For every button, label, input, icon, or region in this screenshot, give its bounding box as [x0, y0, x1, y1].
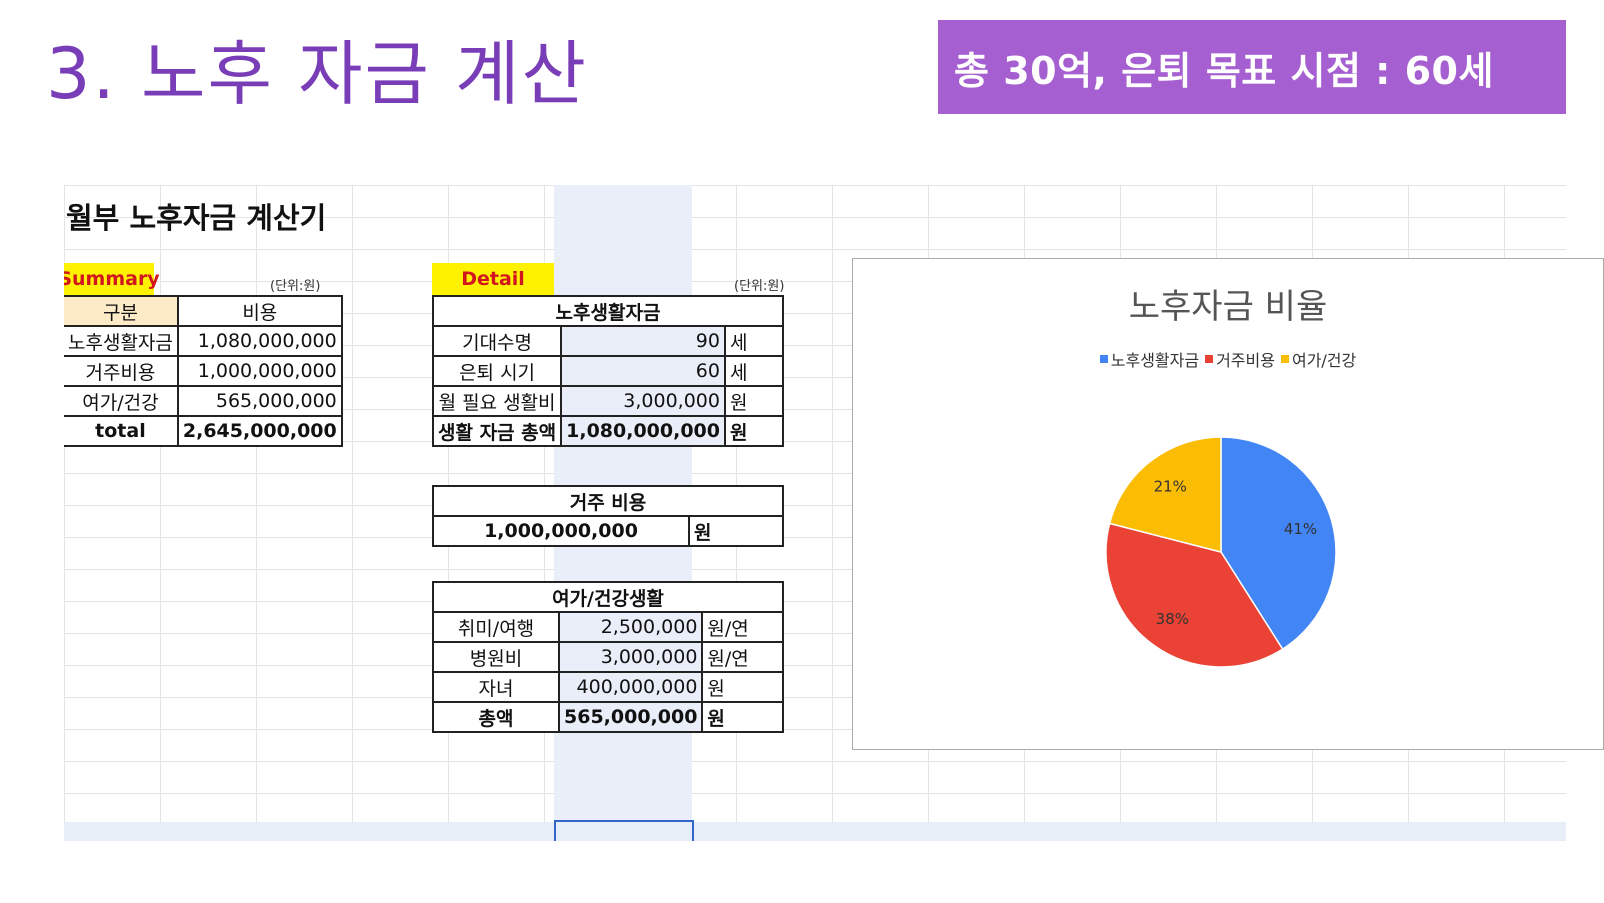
detail-unit: (단위:원) — [734, 279, 785, 294]
living-row-unit[interactable]: 세 — [723, 325, 785, 357]
table-row: 여가/건강생활 — [432, 581, 784, 613]
table-row: 여가/건강 565,000,000 — [64, 385, 343, 417]
leisure-row-name[interactable]: 병원비 — [432, 641, 560, 673]
summary-table: 구분 비용 노후생활자금 1,080,000,000 거주비용 1,000,00… — [64, 295, 343, 447]
living-row-value[interactable]: 90 — [560, 325, 726, 357]
living-row-value[interactable]: 60 — [560, 355, 726, 387]
leisure-row-unit[interactable]: 원 — [701, 671, 784, 703]
pie-chart: 41% 38% 21% — [1105, 436, 1337, 668]
leisure-total-name[interactable]: 총액 — [432, 701, 560, 733]
summary-total-value[interactable]: 2,645,000,000 — [176, 415, 343, 447]
table-row: 생활 자금 총액 1,080,000,000 원 — [431, 415, 785, 447]
summary-row-name[interactable]: 노후생활자금 — [64, 325, 179, 357]
sheet-title: 월부 노후자금 계산기 — [66, 201, 327, 235]
chart-legend: 노후생활자금 거주비용 여가/건강 — [853, 347, 1603, 371]
table-row: 구분 비용 — [64, 295, 343, 327]
pie-slice-3[interactable] — [1108, 436, 1222, 553]
table-row: 거주비용 1,000,000,000 — [64, 355, 343, 387]
summary-row-value[interactable]: 1,000,000,000 — [176, 355, 343, 387]
summary-row-name[interactable]: 거주비용 — [64, 355, 179, 387]
summary-unit: (단위:원) — [270, 279, 321, 294]
summary-label: Summary — [64, 263, 160, 295]
table-row: 병원비 3,000,000 원/연 — [432, 641, 784, 673]
living-table: 노후생활자금 기대수명 90 세 은퇴 시기 60 세 월 필요 생활비 3,0… — [431, 295, 785, 447]
leisure-row-name[interactable]: 자녀 — [432, 671, 560, 703]
table-row: 자녀 400,000,000 원 — [432, 671, 784, 703]
housing-header[interactable]: 거주 비용 — [432, 485, 784, 517]
living-row-unit[interactable]: 원 — [723, 385, 785, 417]
leisure-row-unit[interactable]: 원/연 — [701, 641, 784, 673]
pie-slice-label: 41% — [1284, 520, 1317, 538]
pie-slice-2[interactable] — [1105, 522, 1284, 668]
header-cost: 비용 — [176, 295, 343, 327]
living-row-unit[interactable]: 세 — [723, 355, 785, 387]
living-header[interactable]: 노후생활자금 — [432, 295, 784, 327]
living-total-name[interactable]: 생활 자금 총액 — [431, 415, 563, 447]
leisure-header[interactable]: 여가/건강생활 — [432, 581, 784, 613]
summary-row-value[interactable]: 565,000,000 — [176, 385, 343, 417]
pie-slice-label: 38% — [1156, 610, 1189, 628]
table-row: 취미/여행 2,500,000 원/연 — [432, 611, 784, 643]
slide-title: 3. 노후 자금 계산 — [46, 33, 588, 115]
legend-item: 노후생활자금 — [1099, 347, 1200, 371]
living-row-name[interactable]: 은퇴 시기 — [431, 355, 563, 387]
summary-row-value[interactable]: 1,080,000,000 — [176, 325, 343, 357]
leisure-row-value[interactable]: 3,000,000 — [557, 641, 704, 673]
table-row: 노후생활자금 1,080,000,000 — [64, 325, 343, 357]
living-total-unit[interactable]: 원 — [723, 415, 785, 447]
leisure-row-value[interactable]: 2,500,000 — [557, 611, 704, 643]
leisure-total-value[interactable]: 565,000,000 — [557, 701, 704, 733]
legend-swatch — [1205, 355, 1214, 363]
active-cell[interactable] — [554, 820, 694, 841]
legend-item: 여가/건강 — [1280, 347, 1357, 371]
living-row-value[interactable]: 3,000,000 — [560, 385, 726, 417]
chart-title: 노후자금 비율 — [1128, 287, 1328, 327]
header-category: 구분 — [64, 295, 179, 327]
detail-label: Detail — [432, 263, 554, 295]
summary-total-label[interactable]: total — [64, 415, 179, 447]
table-row: 월 필요 생활비 3,000,000 원 — [431, 385, 785, 417]
table-row: 거주 비용 — [432, 485, 784, 517]
legend-item: 거주비용 — [1205, 347, 1275, 371]
table-row: 1,000,000,000 원 — [432, 515, 784, 547]
goal-badge: 총 30억, 은퇴 목표 시점 : 60세 — [938, 20, 1566, 114]
housing-value[interactable]: 1,000,000,000 — [432, 515, 690, 547]
legend-swatch — [1099, 355, 1108, 363]
table-row: 총액 565,000,000 원 — [432, 701, 784, 733]
living-row-name[interactable]: 월 필요 생활비 — [431, 385, 563, 417]
leisure-total-unit[interactable]: 원 — [701, 701, 784, 733]
legend-label: 여가/건강 — [1291, 351, 1357, 370]
table-row: 기대수명 90 세 — [431, 325, 785, 357]
table-row: 은퇴 시기 60 세 — [431, 355, 785, 387]
summary-row-name[interactable]: 여가/건강 — [64, 385, 179, 417]
living-row-name[interactable]: 기대수명 — [431, 325, 563, 357]
selected-row-highlight — [64, 822, 1566, 841]
pie-slice-label: 21% — [1154, 478, 1187, 496]
housing-table: 거주 비용 1,000,000,000 원 — [432, 485, 784, 547]
leisure-row-name[interactable]: 취미/여행 — [432, 611, 560, 643]
pie-chart-box[interactable]: 노후자금 비율 노후생활자금 거주비용 여가/건강 41% 38% 21% — [852, 258, 1604, 750]
housing-unit[interactable]: 원 — [688, 515, 784, 547]
leisure-row-unit[interactable]: 원/연 — [701, 611, 784, 643]
legend-label: 노후생활자금 — [1110, 351, 1200, 370]
leisure-table: 여가/건강생활 취미/여행 2,500,000 원/연 병원비 3,000,00… — [432, 581, 784, 733]
leisure-row-value[interactable]: 400,000,000 — [557, 671, 704, 703]
table-row: total 2,645,000,000 — [64, 415, 343, 447]
living-total-value[interactable]: 1,080,000,000 — [560, 415, 726, 447]
legend-label: 거주비용 — [1216, 351, 1275, 370]
legend-swatch — [1280, 355, 1289, 363]
table-row: 노후생활자금 — [432, 295, 784, 327]
